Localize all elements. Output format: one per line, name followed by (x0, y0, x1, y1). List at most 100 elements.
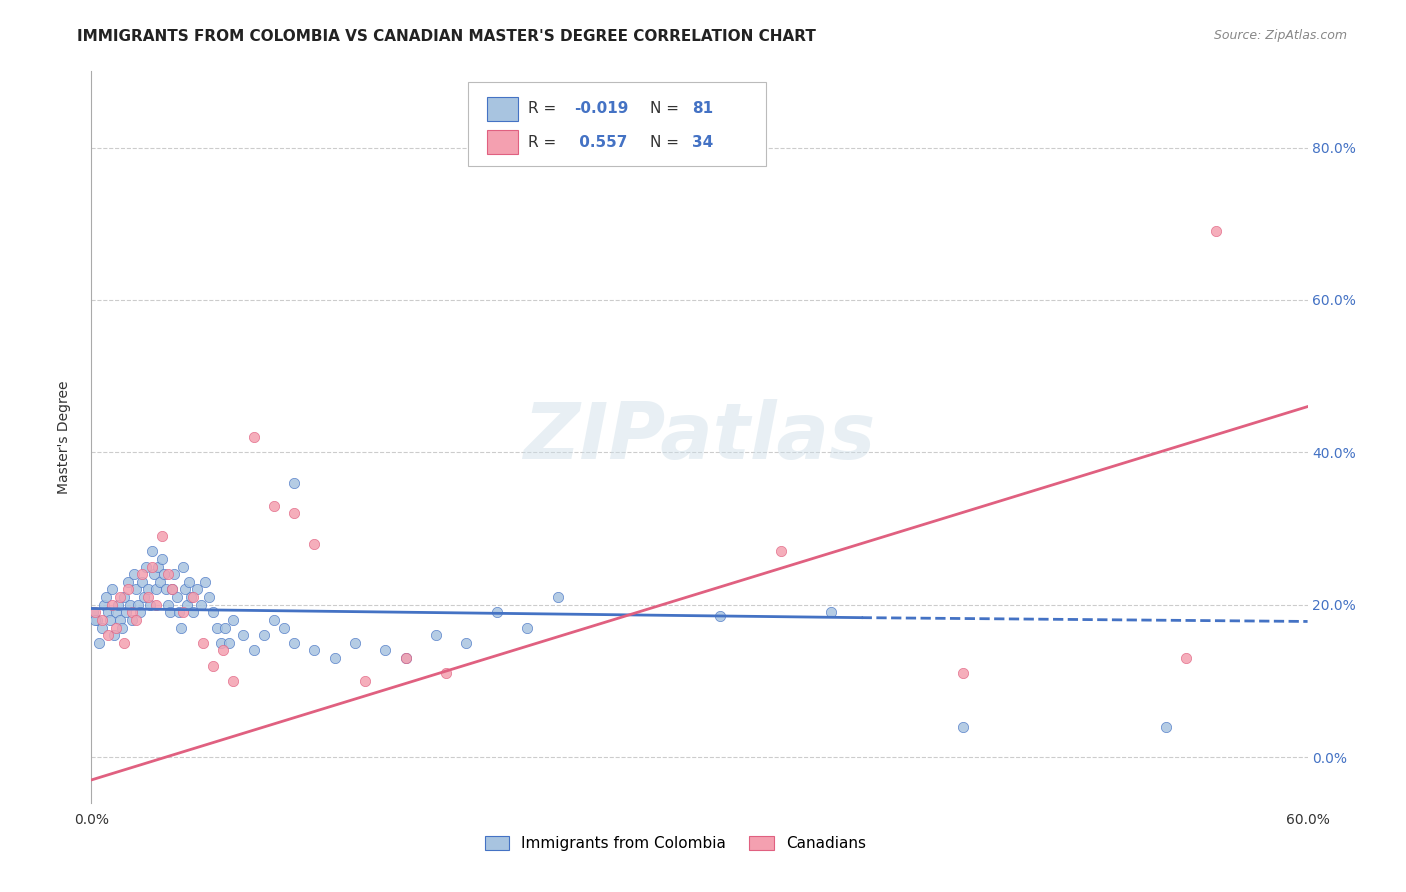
Point (169, 621, 191, 635)
Point (186, 582, 208, 597)
Point (952, 720, 974, 734)
Point (135, 559, 157, 574)
Point (150, 529, 173, 543)
Point (107, 598, 129, 612)
Point (1175, 651, 1198, 665)
Point (202, 658, 225, 673)
Point (121, 605, 143, 619)
Point (263, 613, 285, 627)
Text: Source: ZipAtlas.com: Source: ZipAtlas.com (1213, 29, 1347, 42)
Text: R =: R = (529, 101, 561, 116)
Point (181, 605, 204, 619)
Point (98, 613, 121, 627)
Point (132, 590, 155, 604)
Point (82, 605, 104, 619)
Point (304, 537, 326, 551)
Point (167, 605, 190, 619)
Point (394, 651, 416, 665)
Point (104, 605, 127, 619)
Text: N =: N = (650, 101, 683, 116)
Point (143, 567, 166, 582)
Point (202, 605, 225, 619)
Point (273, 621, 295, 635)
Point (173, 582, 195, 597)
Point (253, 628, 276, 642)
Text: ZIPatlas: ZIPatlas (523, 399, 876, 475)
Point (283, 506, 305, 520)
Point (117, 574, 139, 589)
Point (176, 598, 198, 612)
Point (157, 567, 180, 582)
Point (145, 582, 167, 597)
Point (100, 582, 122, 597)
Point (94, 590, 117, 604)
Point (145, 598, 167, 612)
Point (150, 552, 173, 566)
Point (242, 643, 264, 657)
Text: 34: 34 (692, 135, 713, 150)
Text: 0.557: 0.557 (574, 135, 627, 150)
Point (89, 636, 111, 650)
Point (374, 643, 396, 657)
Point (323, 651, 346, 665)
Point (131, 574, 153, 589)
Point (127, 598, 149, 612)
Point (90, 621, 112, 635)
Point (100, 598, 122, 612)
Point (104, 621, 127, 635)
Point (121, 613, 143, 627)
Point (820, 605, 842, 619)
Point (136, 582, 159, 597)
Point (222, 613, 245, 627)
Point (129, 605, 152, 619)
Point (112, 636, 135, 650)
Point (84, 605, 107, 619)
Point (354, 673, 377, 688)
Point (516, 621, 538, 635)
Point (155, 582, 177, 597)
Point (198, 590, 221, 604)
Point (180, 590, 202, 604)
Point (108, 590, 131, 604)
Point (218, 636, 240, 650)
Point (148, 559, 170, 574)
Legend: Immigrants from Colombia, Canadians: Immigrants from Colombia, Canadians (478, 830, 872, 857)
Point (122, 567, 145, 582)
Point (136, 590, 159, 604)
Point (190, 598, 212, 612)
Point (162, 582, 184, 597)
Point (709, 609, 731, 624)
Point (97, 605, 120, 619)
Point (283, 636, 305, 650)
Point (205, 621, 228, 635)
Point (115, 605, 138, 619)
Point (547, 590, 569, 604)
Text: R =: R = (529, 135, 561, 150)
Text: -0.019: -0.019 (574, 101, 628, 116)
Point (283, 475, 305, 490)
Point (1205, 224, 1227, 238)
Point (212, 643, 235, 657)
Text: 81: 81 (692, 101, 713, 116)
Point (153, 567, 176, 582)
Point (163, 567, 186, 582)
Point (172, 559, 194, 574)
Point (117, 582, 139, 597)
Point (84, 613, 107, 627)
Point (157, 598, 180, 612)
Point (141, 544, 163, 558)
Point (93, 598, 115, 612)
Point (434, 666, 457, 681)
Point (177, 574, 200, 589)
Point (162, 582, 184, 597)
Point (141, 559, 163, 574)
Point (263, 499, 285, 513)
Point (108, 613, 131, 627)
Point (118, 598, 141, 612)
Point (232, 628, 254, 642)
Point (952, 666, 974, 681)
FancyBboxPatch shape (486, 130, 519, 154)
Point (394, 651, 416, 665)
Point (86, 613, 108, 627)
Text: IMMIGRANTS FROM COLOMBIA VS CANADIAN MASTER'S DEGREE CORRELATION CHART: IMMIGRANTS FROM COLOMBIA VS CANADIAN MAS… (77, 29, 817, 44)
